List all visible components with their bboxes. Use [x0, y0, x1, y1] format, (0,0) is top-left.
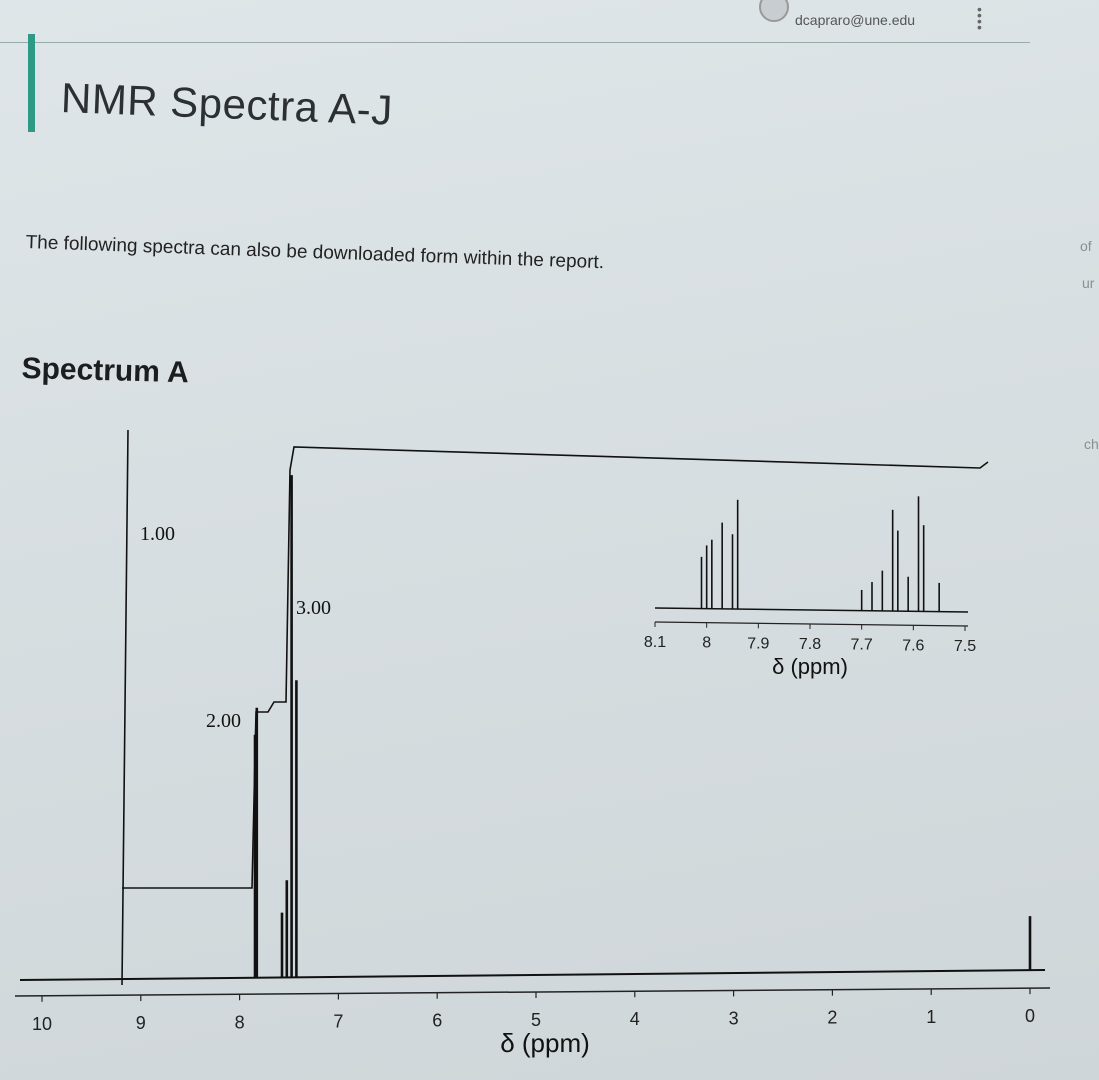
x-tick-label-4: 6 [432, 1011, 442, 1031]
inset-x-tick-label-3: 7.8 [799, 636, 821, 653]
x-tick-label-6: 4 [630, 1009, 640, 1029]
edge-text-1: of [1080, 238, 1092, 254]
x-axis-label: δ (ppm) [500, 1028, 590, 1058]
baseline [19, 969, 1046, 981]
inset-x-tick-label-2: 7.9 [747, 635, 769, 652]
inset-x-axis-label: δ (ppm) [772, 654, 848, 679]
x-tick-label-5: 5 [531, 1010, 541, 1030]
integral-rise-1 [121, 429, 129, 986]
inset-x-axis [654, 621, 969, 627]
x-tick-label-7: 3 [729, 1008, 739, 1028]
main-spectrum: 10 9 8 7 6 5 4 3 2 1 0δ (ppm)1.002.003.00 [14, 429, 1051, 1058]
x-tick-label-0: 10 [32, 1014, 52, 1034]
inset-x-tick-label-1: 8 [702, 635, 711, 652]
x-tick-label-2: 8 [235, 1012, 245, 1032]
edge-text-3: ch [1084, 436, 1099, 452]
integral-curve [122, 446, 989, 889]
title-accent-bar [28, 34, 35, 132]
inset-spectrum: 8.1 8 7.9 7.8 7.7 7.6 7.5 δ (ppm) [644, 496, 976, 679]
x-tick-label-8: 2 [827, 1008, 837, 1028]
x-tick-label-1: 9 [136, 1013, 146, 1033]
inset-x-tick-label-4: 7.7 [851, 637, 873, 654]
integral-label-2: 3.00 [296, 597, 331, 619]
integral-label-1: 2.00 [206, 710, 241, 732]
inset-x-tick-label-5: 7.6 [902, 637, 924, 654]
x-tick-label-9: 1 [926, 1007, 936, 1027]
user-avatar-icon[interactable] [759, 0, 789, 22]
integral-label-0: 1.00 [140, 523, 175, 545]
header-divider [0, 42, 1030, 43]
x-tick-label-10: 0 [1025, 1006, 1035, 1026]
inset-x-tick-label-6: 7.5 [954, 638, 976, 655]
vertical-dots-icon[interactable]: • • • • [977, 1, 982, 35]
x-tick-label-3: 7 [333, 1012, 343, 1032]
user-email: dcapraro@une.edu [795, 12, 916, 28]
inset-baseline [654, 607, 969, 613]
x-axis [14, 987, 1051, 997]
inset-x-tick-label-0: 8.1 [644, 634, 666, 651]
edge-text-2: ur [1082, 275, 1095, 291]
